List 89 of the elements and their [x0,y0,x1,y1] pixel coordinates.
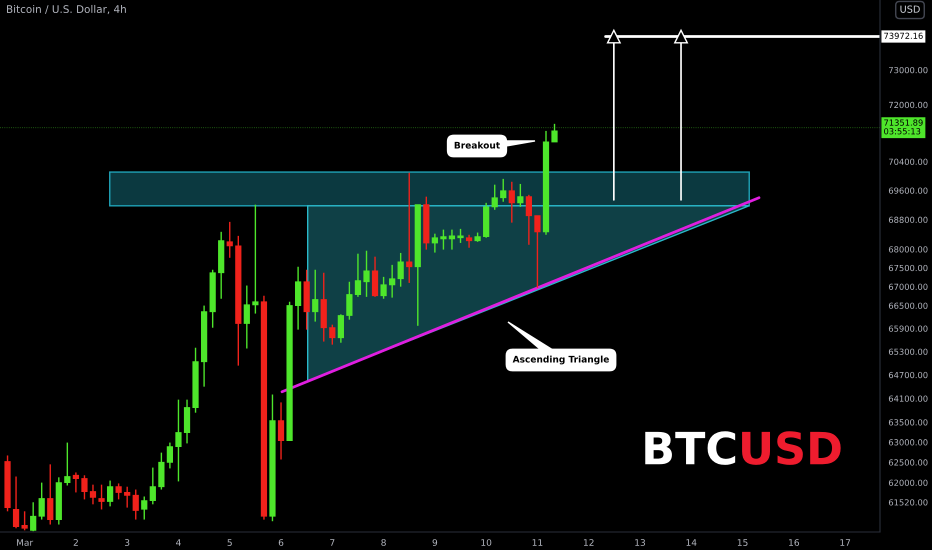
y-tick-label: 73000.00 [889,66,928,74]
y-tick-label: 69600.00 [888,187,928,194]
chart-title: Bitcoin / U.S. Dollar, 4h [7,4,126,14]
candlestick [457,228,464,244]
annotation: BTC [645,431,736,465]
y-tick-label: 62500.00 [888,459,928,466]
candlestick [551,123,558,143]
candlestick [150,466,156,506]
candlestick [329,324,336,346]
candlestick [474,232,481,243]
candlestick [500,178,506,202]
x-tick-label: 4 [176,539,181,546]
candlestick [72,472,80,494]
x-tick-label: 14 [686,539,697,546]
candlestick [81,474,88,500]
candlestick [312,269,318,322]
x-tick-label: 17 [840,539,850,546]
candlestick [508,181,515,224]
candlestick [132,488,139,520]
candlestick [448,228,456,250]
candlestick [432,232,438,254]
ref-line-label: 71351.89 03:55:13 [884,119,923,134]
candlestick [354,253,362,298]
candlestick [175,398,182,482]
candlestick [64,442,70,486]
candlestick [226,221,233,258]
x-tick-label: 16 [789,539,800,546]
candlestick [398,252,404,288]
candlestick [406,172,412,284]
candlestick [466,234,472,248]
y-tick-label: 63500.00 [888,419,928,426]
x-tick-label: 11 [532,539,542,546]
candlestick [38,482,45,520]
y-tick-label: 61520.00 [888,499,928,506]
y-tick-label: 64100.00 [888,395,928,402]
candlestick [440,228,447,250]
x-tick-label: 13 [635,539,646,546]
x-tick-label: 5 [228,539,232,546]
y-tick-label: 68800.00 [888,216,928,223]
x-tick-label: 9 [432,539,438,546]
annotation: Breakout [454,142,500,149]
annotation: USD [742,431,841,465]
candlestick [526,194,532,246]
candlestick [346,281,352,320]
y-tick-label: 68000.00 [888,246,928,253]
x-tick-label: 8 [381,539,386,546]
candlestick [141,496,148,520]
y-tick-label: 70400.00 [889,158,928,165]
x-tick-label: Mar [16,539,34,546]
y-tick-label: 72000.00 [889,102,928,108]
candlestick [492,184,498,210]
candlestick [12,476,20,529]
candlestick [106,480,114,508]
candlestick [294,266,302,330]
x-tick-label: 10 [481,539,492,546]
candlestick [278,402,284,460]
y-tick-label: 66500.00 [888,302,928,309]
candlestick [98,484,105,510]
x-tick-label: 2 [74,539,78,546]
candlestick [380,276,387,300]
candlestick [90,484,96,506]
x-tick-label: 7 [330,539,334,546]
candlestick [338,314,344,344]
candlestick [517,183,524,208]
series-label: 73972.16 [884,32,923,39]
y-tick-label: 67000.00 [888,284,928,290]
x-tick-label: 6 [278,539,284,546]
candlestick [252,204,258,314]
candlestick [363,250,370,298]
y-tick-label: 64700.00 [888,372,928,378]
candlestick [244,284,250,350]
x-tick-label: 3 [124,539,130,546]
x-tick-label: 15 [738,539,748,546]
candlestick [534,214,541,288]
candlestick [47,464,54,526]
candlestick [124,486,130,508]
annotation: Ascending Triangle [512,356,609,364]
candlestick [166,442,174,470]
y-tick-label: 63000.00 [888,439,928,446]
text: USD [900,5,920,13]
candlestick [389,264,396,298]
y-tick-label: 62000.00 [888,480,928,486]
y-tick-label: 67500.00 [888,264,928,272]
x-tick-label: 12 [584,539,594,546]
y-tick-label: 65300.00 [888,348,928,355]
candlestick [22,510,28,532]
candlestick [30,502,36,532]
y-tick-label: 65900.00 [888,325,928,332]
candlestick [116,482,122,500]
